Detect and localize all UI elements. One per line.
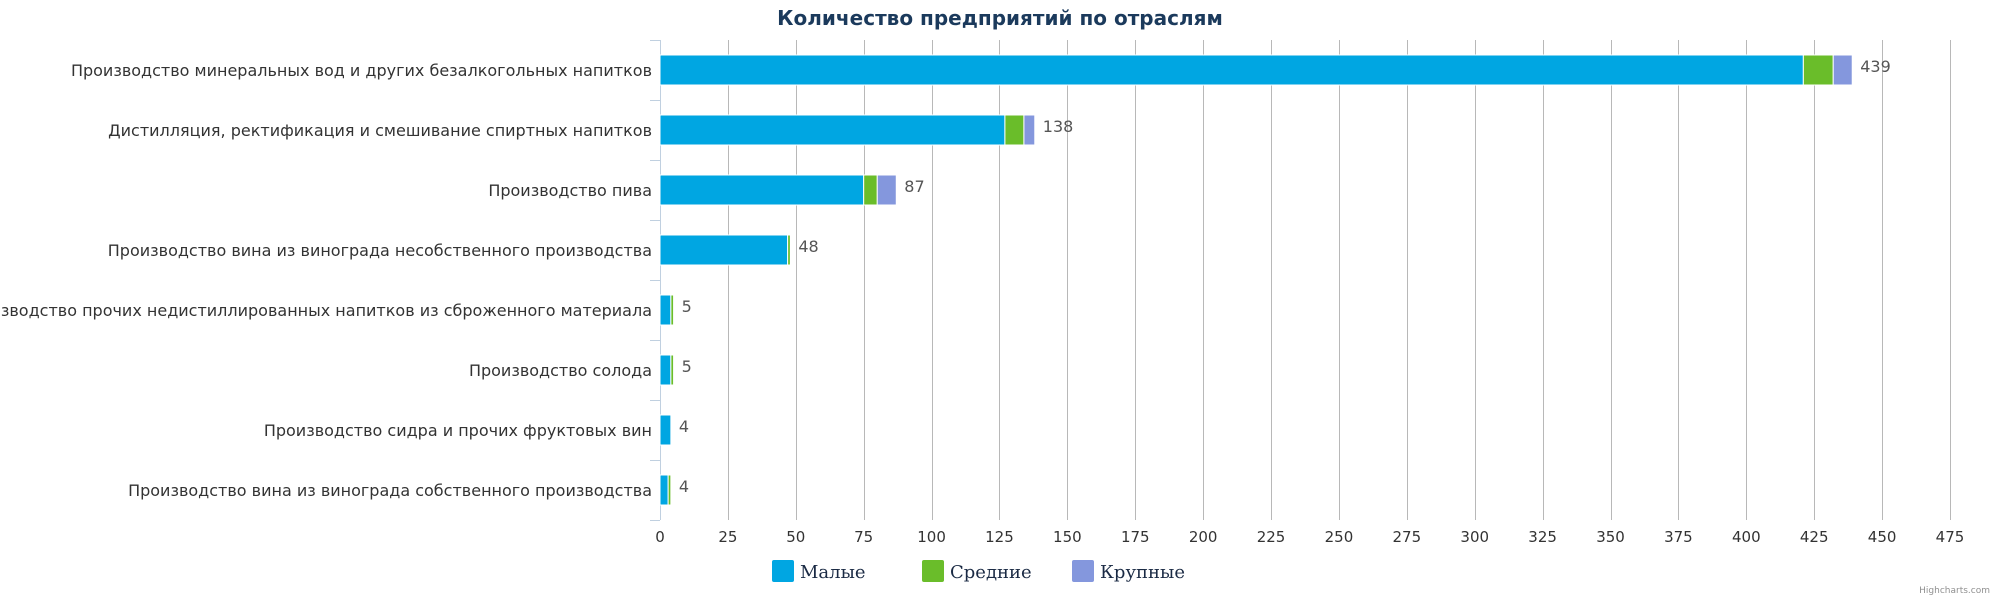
category-label: Производство солода bbox=[469, 361, 652, 380]
bar-segment[interactable] bbox=[1832, 54, 1853, 86]
bar-segment[interactable] bbox=[670, 354, 675, 386]
x-tick-label: 175 bbox=[1121, 528, 1150, 546]
category-label: Производство прочих недистиллированных н… bbox=[0, 301, 652, 320]
bar-segment[interactable] bbox=[670, 294, 675, 326]
bar-segment[interactable] bbox=[659, 234, 789, 266]
bar-segment[interactable] bbox=[659, 174, 865, 206]
legend-item[interactable]: Средние bbox=[922, 560, 1032, 583]
grid bbox=[650, 40, 1951, 521]
x-tick-label: 475 bbox=[1936, 528, 1965, 546]
data-label: 4 bbox=[679, 417, 689, 436]
x-tick-label: 425 bbox=[1800, 528, 1829, 546]
bar-segment[interactable] bbox=[863, 174, 878, 206]
bar-segment[interactable] bbox=[659, 354, 672, 386]
bar-segment[interactable] bbox=[659, 294, 672, 326]
legend-swatch[interactable] bbox=[922, 560, 944, 582]
bar-segment[interactable] bbox=[1802, 54, 1834, 86]
bar-segment[interactable] bbox=[667, 474, 672, 506]
x-tick-label: 350 bbox=[1596, 528, 1625, 546]
x-tick-label: 400 bbox=[1732, 528, 1761, 546]
x-tick-label: 250 bbox=[1325, 528, 1354, 546]
x-tick-label: 325 bbox=[1528, 528, 1557, 546]
legend-label[interactable]: Крупные bbox=[1100, 562, 1185, 583]
bar-segment[interactable] bbox=[659, 114, 1006, 146]
legend-swatch[interactable] bbox=[1072, 560, 1094, 582]
legend[interactable]: Малые Средние Крупные bbox=[772, 560, 1185, 583]
legend-item[interactable]: Крупные bbox=[1072, 560, 1185, 583]
data-label: 5 bbox=[682, 297, 692, 316]
category-label: Производство сидра и прочих фруктовых ви… bbox=[264, 421, 652, 440]
data-label: 48 bbox=[798, 237, 818, 256]
bar-segment[interactable] bbox=[1023, 114, 1036, 146]
x-tick-label: 150 bbox=[1053, 528, 1082, 546]
x-tick-label: 25 bbox=[718, 528, 737, 546]
x-tick-label: 75 bbox=[854, 528, 873, 546]
chart-title: Количество предприятий по отраслям bbox=[777, 6, 1223, 30]
bar-segment[interactable] bbox=[1004, 114, 1025, 146]
x-tick-label: 125 bbox=[985, 528, 1014, 546]
bar-segment[interactable] bbox=[659, 54, 1804, 86]
bar-segment[interactable] bbox=[659, 474, 669, 506]
category-labels: Производство минеральных вод и других бе… bbox=[0, 61, 652, 500]
x-tick-label: 450 bbox=[1868, 528, 1897, 546]
x-tick-label: 375 bbox=[1664, 528, 1693, 546]
data-label: 439 bbox=[1860, 57, 1891, 76]
x-tick-label: 275 bbox=[1393, 528, 1422, 546]
x-tick-label: 300 bbox=[1460, 528, 1489, 546]
bar-segment[interactable] bbox=[659, 414, 672, 446]
data-label: 4 bbox=[679, 477, 689, 496]
bars bbox=[659, 54, 1853, 506]
x-tick-label: 50 bbox=[786, 528, 805, 546]
legend-item[interactable]: Малые bbox=[772, 560, 866, 583]
category-label: Производство минеральных вод и других бе… bbox=[71, 61, 652, 80]
x-tick-label: 200 bbox=[1189, 528, 1218, 546]
data-label: 138 bbox=[1043, 117, 1074, 136]
x-axis-ticks: 0 25 50 75 100 125 150 175 200 225 250 275 300 325 350… bbox=[655, 528, 1964, 546]
bar-segment[interactable] bbox=[876, 174, 897, 206]
legend-label[interactable]: Малые bbox=[800, 562, 866, 583]
x-tick-label: 0 bbox=[655, 528, 665, 546]
category-label: Дистилляция, ректификация и смешивание с… bbox=[108, 121, 652, 140]
data-labels: 439 138 87 48 5 5 4 4 bbox=[679, 57, 1891, 496]
x-tick-label: 100 bbox=[917, 528, 946, 546]
data-label: 87 bbox=[904, 177, 924, 196]
data-label: 5 bbox=[682, 357, 692, 376]
credit[interactable]: Highcharts.com bbox=[1919, 586, 1990, 596]
bar-segment[interactable] bbox=[787, 234, 791, 266]
x-tick-label: 225 bbox=[1257, 528, 1286, 546]
legend-label[interactable]: Средние bbox=[950, 562, 1032, 583]
category-label: Производство вина из винограда несобстве… bbox=[108, 241, 652, 260]
category-label: Производство пива bbox=[488, 181, 652, 200]
legend-swatch[interactable] bbox=[772, 560, 794, 582]
category-label: Производство вина из винограда собственн… bbox=[128, 481, 652, 500]
